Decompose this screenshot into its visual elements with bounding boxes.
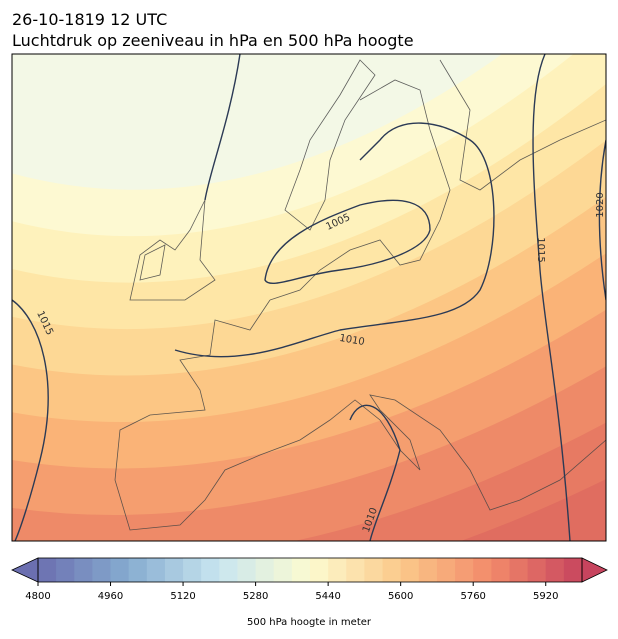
isobar-label: 1020 <box>595 192 606 217</box>
colorbar-bin <box>527 558 547 582</box>
colorbar-bin <box>364 558 384 582</box>
colorbar-bin <box>455 558 474 582</box>
colorbar-tick-label: 4960 <box>98 591 123 602</box>
colorbar-bin <box>110 558 130 582</box>
colorbar-tick-label: 4800 <box>25 591 50 602</box>
colorbar-bin <box>509 558 529 582</box>
colorbar-frame <box>37 557 583 583</box>
colorbar-bin <box>38 558 57 582</box>
colorbar-bin <box>183 558 202 582</box>
coastlines <box>114 59 606 531</box>
colorbar-bin <box>382 558 402 582</box>
colorbar-bin <box>219 558 238 582</box>
colorbar-bin <box>237 558 257 582</box>
isobar-label: 1015 <box>535 237 546 262</box>
colorbar-bin <box>56 558 75 582</box>
colorbar-bin <box>418 558 438 582</box>
colorbar-bin <box>491 558 510 582</box>
colorbar-tick-label: 5760 <box>460 591 485 602</box>
isobars <box>12 54 606 541</box>
colorbar-bin <box>563 558 583 582</box>
height-band <box>460 479 606 541</box>
colorbar-bin <box>201 558 220 582</box>
colorbar-bin <box>436 558 456 582</box>
colorbar-tick-label: 5120 <box>170 591 195 602</box>
colorbar-bin <box>473 558 492 582</box>
colorbar-tick-label: 5280 <box>243 591 268 602</box>
colorbar-extend-low <box>11 557 39 583</box>
colorbar-label: 500 hPa hoogte in meter <box>247 617 372 628</box>
colorbar-bin <box>128 558 148 582</box>
colorbar-bin <box>92 558 112 582</box>
isobar-label: 1010 <box>338 333 365 348</box>
title-line: Luchtdruk op zeeniveau in hPa en 500 hPa… <box>12 31 414 50</box>
colorbar-bin <box>164 558 184 582</box>
colorbar-bin <box>328 558 347 582</box>
map-frame <box>11 53 607 542</box>
colorbar-tick-label: 5600 <box>388 591 413 602</box>
colorbar-extend-high <box>581 557 608 583</box>
colorbar-bin <box>310 558 329 582</box>
colorbar-bin <box>400 558 420 582</box>
colorbar-bin <box>146 558 166 582</box>
colorbar-bin <box>545 558 565 582</box>
title-line: 26-10-1819 12 UTC <box>12 10 167 29</box>
colorbar-bin <box>255 558 275 582</box>
colorbar-bin <box>273 558 293 582</box>
colorbar-bin <box>346 558 365 582</box>
colorbar-bin <box>291 558 311 582</box>
colorbar-tick-label: 5440 <box>315 591 340 602</box>
colorbar-bin <box>74 558 93 582</box>
height-band <box>294 422 606 541</box>
colorbar-tick-label: 5920 <box>533 591 558 602</box>
